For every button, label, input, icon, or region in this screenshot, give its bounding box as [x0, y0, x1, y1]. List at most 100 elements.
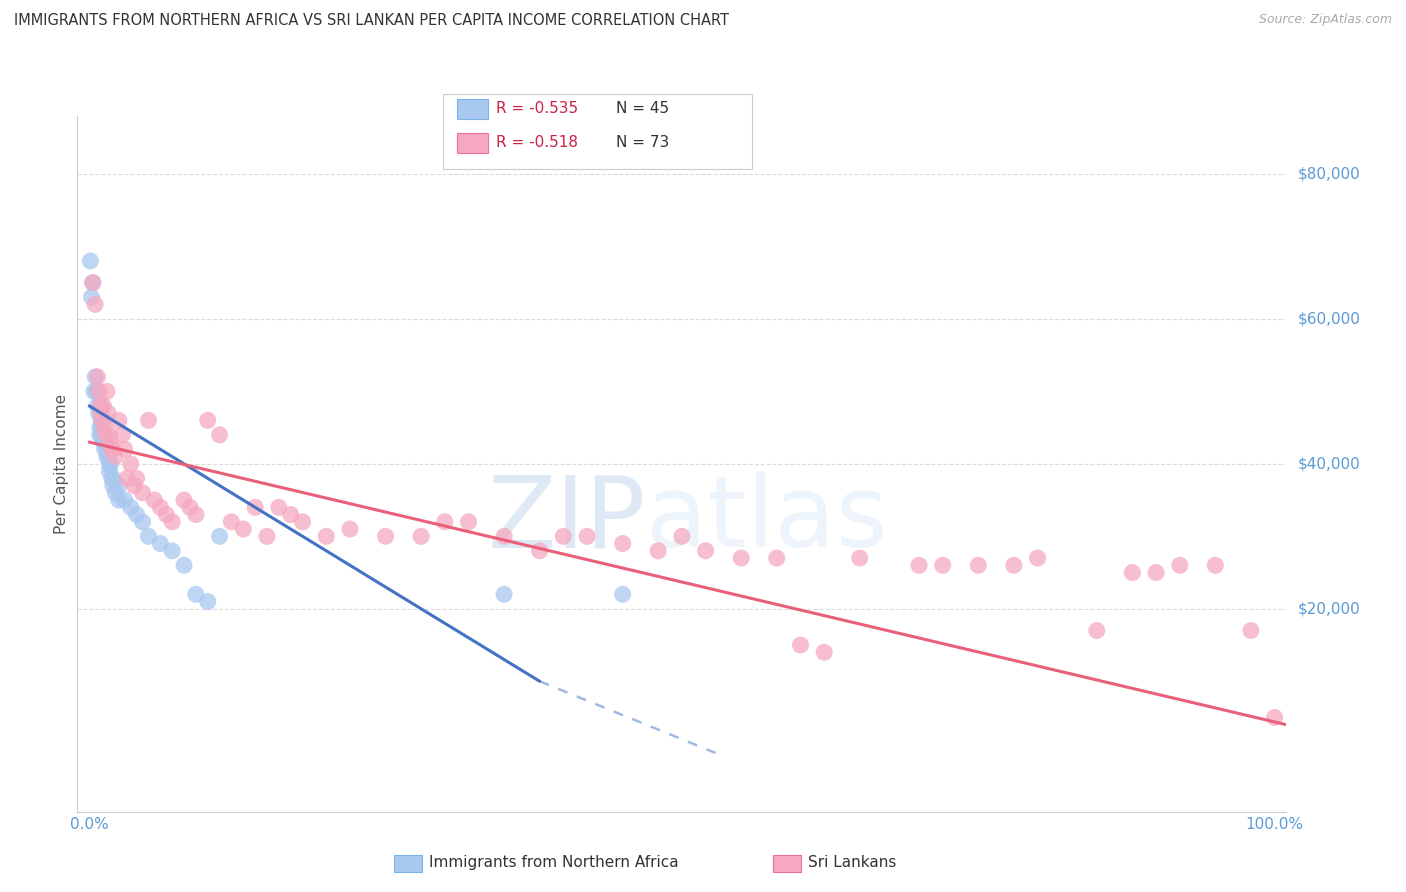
Point: [108, 478, 131, 492]
Point: [93, 442, 115, 457]
Point: [83, 384, 105, 399]
Text: Immigrants from Northern Africa: Immigrants from Northern Africa: [429, 855, 679, 870]
Point: [138, 413, 160, 427]
Point: [104, 485, 127, 500]
Point: [108, 493, 131, 508]
Point: [108, 413, 131, 427]
Text: $60,000: $60,000: [1298, 311, 1361, 326]
Point: [93, 435, 115, 450]
Text: R = -0.535: R = -0.535: [496, 102, 578, 116]
Point: [101, 442, 124, 457]
Point: [433, 515, 456, 529]
Point: [96, 384, 118, 399]
Point: [93, 428, 115, 442]
Point: [122, 478, 145, 492]
Point: [612, 587, 634, 601]
Point: [813, 645, 835, 659]
Text: atlas: atlas: [645, 471, 887, 568]
Point: [179, 500, 201, 515]
Point: [374, 529, 396, 543]
Point: [90, 399, 112, 413]
Point: [1002, 558, 1025, 573]
Point: [647, 544, 669, 558]
Point: [97, 450, 120, 464]
Point: [100, 457, 122, 471]
Point: [80, 290, 103, 304]
Point: [1240, 624, 1263, 638]
Point: [100, 442, 122, 457]
Point: [93, 413, 115, 427]
Point: [789, 638, 811, 652]
Point: [89, 428, 111, 442]
Point: [160, 515, 183, 529]
Point: [197, 594, 219, 608]
Text: $20,000: $20,000: [1298, 601, 1361, 616]
Point: [160, 544, 183, 558]
Point: [86, 384, 108, 399]
Text: Sri Lankans: Sri Lankans: [808, 855, 897, 870]
Point: [104, 450, 127, 464]
Point: [612, 536, 634, 550]
Point: [90, 406, 112, 420]
Point: [291, 515, 314, 529]
Point: [93, 420, 115, 434]
Point: [1085, 624, 1108, 638]
Text: N = 45: N = 45: [616, 102, 669, 116]
Point: [84, 384, 107, 399]
Point: [91, 420, 114, 434]
Point: [1144, 566, 1167, 580]
Point: [90, 428, 112, 442]
Point: [221, 515, 243, 529]
Point: [494, 529, 516, 543]
Point: [94, 428, 117, 442]
Point: [576, 529, 599, 543]
Point: [131, 485, 153, 500]
Point: [93, 399, 115, 413]
Point: [89, 420, 111, 434]
Point: [90, 413, 112, 427]
Point: [208, 428, 231, 442]
Point: [84, 369, 107, 384]
Point: [243, 500, 266, 515]
Point: [730, 551, 752, 566]
Point: [86, 369, 108, 384]
Point: [1168, 558, 1191, 573]
Point: [138, 529, 160, 543]
Point: [101, 478, 124, 492]
Y-axis label: Per Capita Income: Per Capita Income: [53, 393, 69, 534]
Point: [315, 529, 337, 543]
Point: [457, 515, 479, 529]
Point: [87, 406, 110, 420]
Point: [1121, 566, 1143, 580]
Point: [114, 442, 136, 457]
Point: [101, 471, 124, 485]
Point: [86, 399, 108, 413]
Point: [339, 522, 361, 536]
Point: [131, 515, 153, 529]
Point: [125, 508, 148, 522]
Point: [256, 529, 278, 543]
Point: [91, 413, 114, 427]
Point: [695, 544, 717, 558]
Text: $40,000: $40,000: [1298, 457, 1361, 471]
Point: [87, 384, 110, 399]
Point: [96, 450, 118, 464]
Point: [280, 508, 302, 522]
Point: [967, 558, 990, 573]
Point: [765, 551, 787, 566]
Point: [671, 529, 693, 543]
Point: [114, 493, 136, 508]
Text: $80,000: $80,000: [1298, 167, 1361, 181]
Text: R = -0.518: R = -0.518: [496, 136, 578, 150]
Point: [111, 428, 134, 442]
Point: [149, 536, 172, 550]
Point: [529, 544, 551, 558]
Point: [96, 442, 118, 457]
Text: Source: ZipAtlas.com: Source: ZipAtlas.com: [1258, 13, 1392, 27]
Point: [98, 457, 121, 471]
Point: [173, 493, 195, 508]
Point: [94, 435, 117, 450]
Point: [143, 493, 166, 508]
Point: [149, 500, 172, 515]
Text: N = 73: N = 73: [616, 136, 669, 150]
